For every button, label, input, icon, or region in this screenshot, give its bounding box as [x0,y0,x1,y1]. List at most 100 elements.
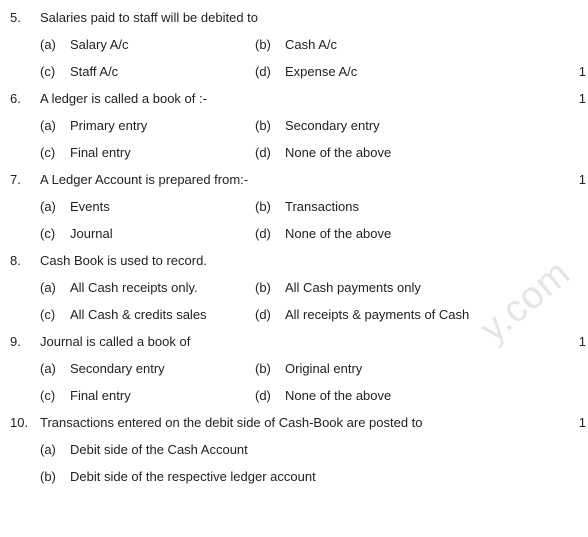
option: (a)Events [40,199,255,214]
option-label: (a) [40,280,70,295]
question-number: 7. [10,172,40,187]
option-text: Events [70,199,255,214]
option-text: Transactions [285,199,588,214]
option: (a)All Cash receipts only. [40,280,255,295]
question-6: 6.A ledger is called a book of :-1 (a)Pri… [10,91,588,160]
option-row: (a) Debit side of the Cash Account [10,442,588,457]
option-label: (c) [40,64,70,79]
option: (b)Transactions [255,199,588,214]
options-row: (c)Final entry(d)None of the above [10,388,588,403]
options-row: (a)All Cash receipts only.(b)All Cash pa… [10,280,588,295]
option: (a)Secondary entry [40,361,255,376]
question-row: 10. Transactions entered on the debit si… [10,415,588,430]
option-label: (a) [40,442,70,457]
option: (d)None of the above [255,145,588,160]
options-row: (c)Staff A/c(d)Expense A/c1 [10,64,588,79]
question-8: 8.Cash Book is used to record.(a)All Cas… [10,253,588,322]
option-text: Cash A/c [285,37,588,52]
question-text: A Ledger Account is prepared from:- [40,172,588,187]
option-label: (a) [40,199,70,214]
option-text: All Cash payments only [285,280,588,295]
option-text: Original entry [285,361,588,376]
question-row: 8.Cash Book is used to record. [10,253,588,268]
option-text: Final entry [70,388,255,403]
question-number: 9. [10,334,40,349]
question-text: Salaries paid to staff will be debited t… [40,10,588,25]
option-label: (d) [255,388,285,403]
option-label: (d) [255,307,285,322]
option: (b)Original entry [255,361,588,376]
option-text: Secondary entry [70,361,255,376]
option-text: Expense A/c [285,64,588,79]
question-7: 7.A Ledger Account is prepared from:-1 (a… [10,172,588,241]
option-label: (b) [255,199,285,214]
option: (d)None of the above [255,226,588,241]
option: (c)Staff A/c [40,64,255,79]
question-row: 9.Journal is called a book of1 [10,334,588,349]
option-label: (a) [40,118,70,133]
question-text: Cash Book is used to record. [40,253,588,268]
option-label: (b) [40,469,70,484]
option-label: (b) [255,361,285,376]
questions-list: 5.Salaries paid to staff will be debited… [10,10,588,403]
question-marks: 1 [579,172,586,187]
option-label: (d) [255,64,285,79]
option-text: All Cash receipts only. [70,280,255,295]
question-number: 6. [10,91,40,106]
question-marks: 1 [579,415,586,430]
options-row: (c)All Cash & credits sales(d)All receip… [10,307,588,322]
question-number: 5. [10,10,40,25]
option-text: Journal [70,226,255,241]
question-marks: 1 [579,334,586,349]
option: (a)Salary A/c [40,37,255,52]
option: (d)Expense A/c [255,64,588,79]
option-text: Final entry [70,145,255,160]
option: (d)All receipts & payments of Cash [255,307,588,322]
question-row: 5.Salaries paid to staff will be debited… [10,10,588,25]
question-text: Transactions entered on the debit side o… [40,415,588,430]
option: (b)Secondary entry [255,118,588,133]
option-text: None of the above [285,388,588,403]
option-text: Debit side of the respective ledger acco… [70,469,588,484]
option-label: (a) [40,37,70,52]
option-label: (c) [40,388,70,403]
option-label: (c) [40,226,70,241]
options-row: (c)Final entry(d)None of the above [10,145,588,160]
option-label: (b) [255,118,285,133]
option-row: (b) Debit side of the respective ledger … [10,469,588,484]
options-row: (a)Primary entry(b)Secondary entry [10,118,588,133]
question-row: 6.A ledger is called a book of :-1 [10,91,588,106]
question-9: 9.Journal is called a book of1 (a)Seconda… [10,334,588,403]
option: (c)All Cash & credits sales [40,307,255,322]
option-text: Secondary entry [285,118,588,133]
question-marks: 1 [579,64,586,79]
option: (b)Cash A/c [255,37,588,52]
options-row: (a)Events(b)Transactions [10,199,588,214]
option-text: Staff A/c [70,64,255,79]
options-row: (a)Salary A/c(b)Cash A/c [10,37,588,52]
option: (d)None of the above [255,388,588,403]
option-label: (b) [255,37,285,52]
question-text: Journal is called a book of [40,334,588,349]
option-text: All Cash & credits sales [70,307,255,322]
option: (c)Journal [40,226,255,241]
option-text: Debit side of the Cash Account [70,442,588,457]
question-number: 10. [10,415,40,430]
question-row: 7.A Ledger Account is prepared from:-1 [10,172,588,187]
option-text: Salary A/c [70,37,255,52]
option: (c)Final entry [40,388,255,403]
options-row: (c)Journal(d)None of the above [10,226,588,241]
option-label: (b) [255,280,285,295]
option: (c)Final entry [40,145,255,160]
option-label: (a) [40,361,70,376]
option-label: (d) [255,226,285,241]
option: (a)Primary entry [40,118,255,133]
question-number: 8. [10,253,40,268]
option-text: None of the above [285,145,588,160]
option-text: Primary entry [70,118,255,133]
question-5: 5.Salaries paid to staff will be debited… [10,10,588,79]
option-text: None of the above [285,226,588,241]
option: (b)All Cash payments only [255,280,588,295]
option-text: All receipts & payments of Cash [285,307,588,322]
option-label: (d) [255,145,285,160]
